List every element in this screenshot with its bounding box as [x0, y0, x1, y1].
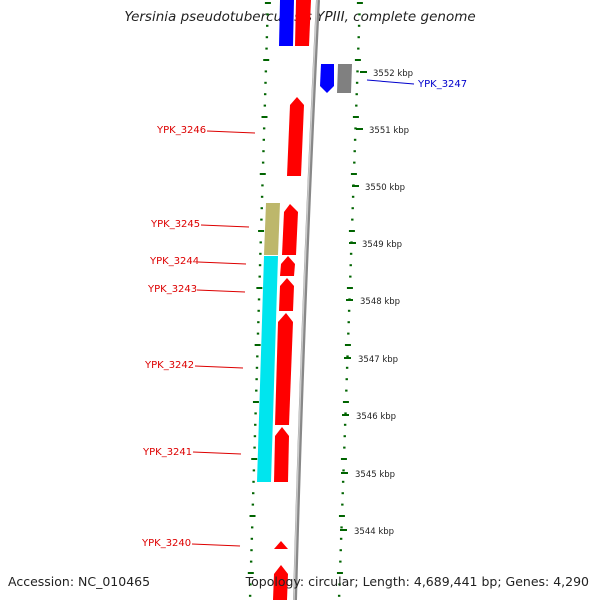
gray-feature: [337, 64, 352, 93]
gene-YPK_3246-arrow: [287, 97, 304, 176]
cds-highlight: [257, 256, 278, 482]
gene-label-YPK_3241: YPK_3241: [142, 447, 192, 458]
gene-label-YPK_3247: YPK_3247: [417, 79, 467, 90]
kbp-label: 3547 kbp: [358, 355, 398, 365]
gene-labels: YPK_3247 YPK_3246 YPK_3245 YPK_3244 YPK_…: [141, 79, 467, 549]
gene-label-YPK_3243: YPK_3243: [147, 284, 197, 295]
kbp-label: 3546 kbp: [356, 412, 396, 422]
accession-text: Accession: NC_010465: [8, 574, 151, 589]
gene-feature-blue-top: [279, 0, 294, 46]
right-tick-column: [336, 2, 363, 597]
gene-YPK_3244-arrow: [280, 256, 295, 276]
left-tick-column: [247, 2, 271, 597]
kbp-label: 3551 kbp: [369, 126, 409, 136]
kbp-label: 3548 kbp: [360, 297, 400, 307]
gene-YPK_3247-arrow: [320, 64, 334, 93]
kbp-label: 3545 kbp: [355, 470, 395, 480]
gene-label-YPK_3245: YPK_3245: [150, 219, 200, 230]
gene-label-YPK_3242: YPK_3242: [144, 360, 194, 371]
kbp-label: 3549 kbp: [362, 240, 402, 250]
feature-track: [257, 0, 352, 600]
gene-label-YPK_3240: YPK_3240: [141, 538, 191, 549]
kbp-label: 3552 kbp: [373, 69, 413, 79]
kbp-label: 3550 kbp: [365, 183, 405, 193]
gene-YPK_3241-arrow: [274, 427, 289, 482]
khaki-feature: [264, 203, 280, 255]
gene-YPK_3243-arrow: [279, 278, 294, 311]
gene-label-YPK_3244: YPK_3244: [149, 256, 199, 267]
kbp-label: 3544 kbp: [354, 527, 394, 537]
kbp-scale: 3552 kbp 3551 kbp 3550 kbp 3549 kbp 3548…: [340, 69, 413, 537]
gene-label-YPK_3246: YPK_3246: [156, 125, 206, 136]
gene-YPK_3242-arrow: [275, 313, 293, 425]
gene-YPK_3240-arrow: [274, 541, 288, 549]
genome-summary-text: Topology: circular; Length: 4,689,441 bp…: [245, 574, 589, 589]
gene-bottom-arrow: [273, 565, 288, 600]
gene-YPK_3245-arrow: [282, 204, 298, 255]
genome-backbone: [293, 0, 320, 600]
gene-feature-red-top: [295, 0, 311, 46]
